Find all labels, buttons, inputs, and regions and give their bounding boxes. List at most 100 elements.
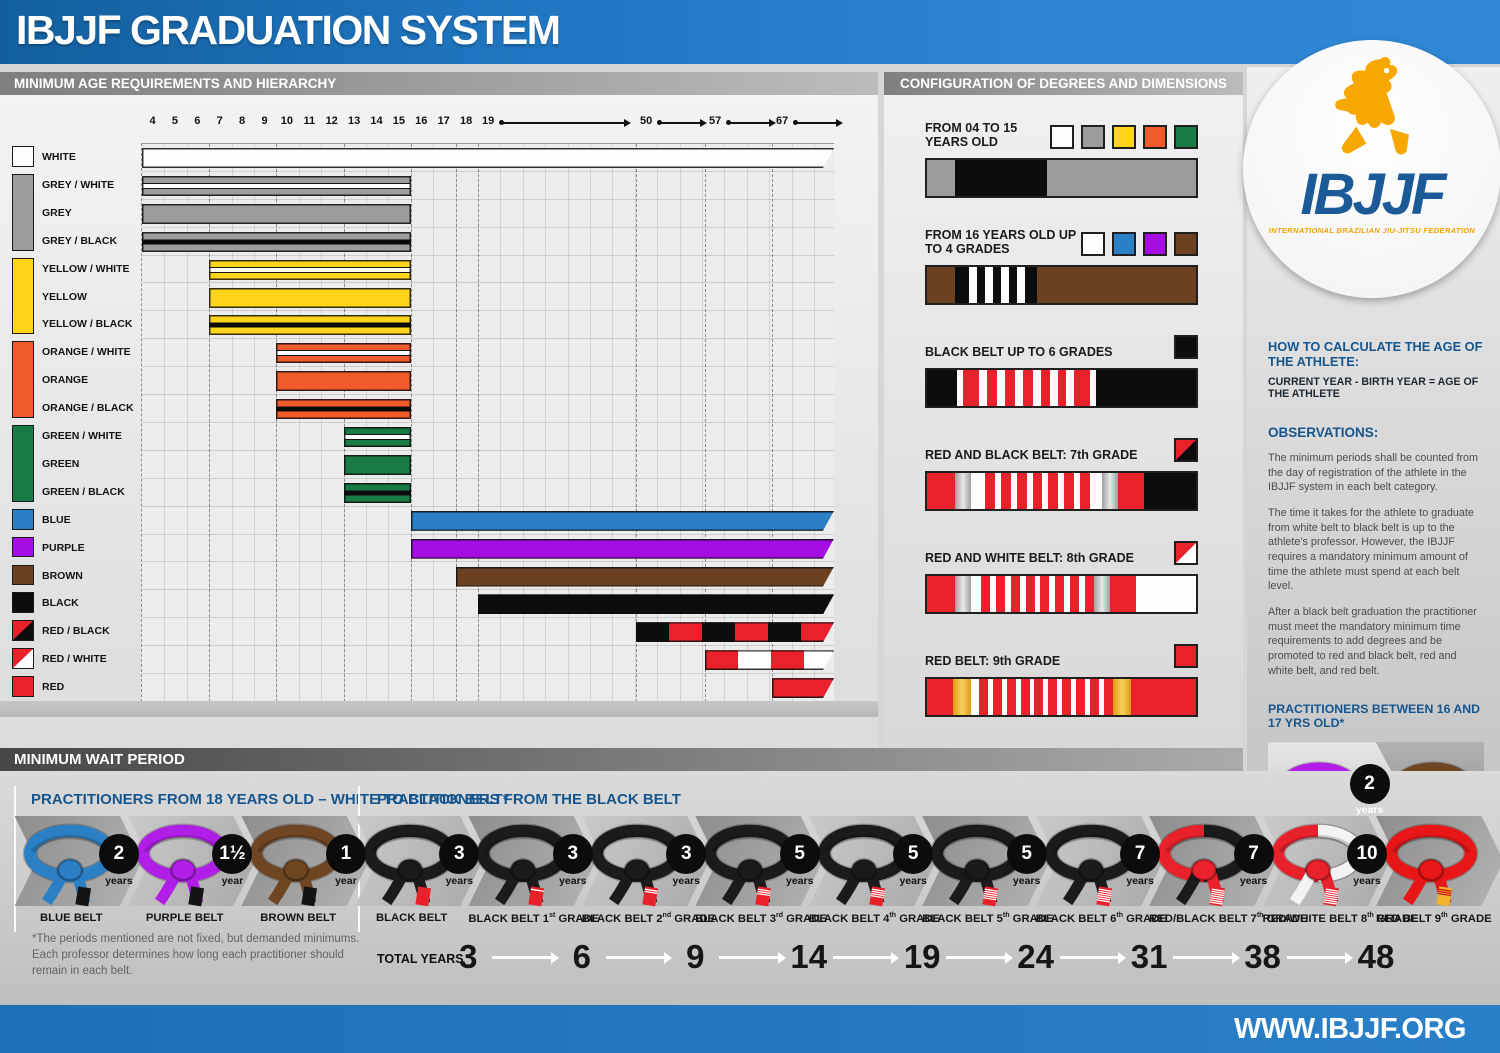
config-item-header: BLACK BELT UP TO 6 GRADES — [925, 335, 1198, 359]
belt-segment — [989, 576, 996, 612]
group1-title: PRACTITIONERS FROM 18 YEARS OLD – WHITE … — [31, 791, 509, 808]
belt-segment — [1090, 473, 1103, 509]
years-unit-label: years — [1355, 804, 1384, 817]
grid-line-dashed — [705, 144, 706, 702]
years-unit-label: years — [1012, 875, 1041, 887]
belt-segment — [980, 576, 990, 612]
belt-segment — [1049, 576, 1056, 612]
belt-segment — [1022, 370, 1033, 406]
gantt-row — [142, 563, 834, 591]
gryphon-icon — [1335, 56, 1409, 155]
grid-line — [724, 144, 726, 702]
belt-segment — [1102, 473, 1119, 509]
belt-segment — [1136, 576, 1196, 612]
belt-segment — [1062, 679, 1072, 715]
belt-segment — [1034, 576, 1041, 612]
config-item-label: RED BELT: 9th GRADE — [925, 654, 1061, 668]
grid-line — [791, 144, 793, 702]
belt-segment — [927, 267, 955, 303]
belt-segment — [1016, 473, 1027, 509]
belt-color-swatch — [12, 257, 34, 335]
yellow-belt-swatch — [1112, 125, 1136, 149]
arrow-icon — [1059, 951, 1127, 964]
years-badge: 7 — [1233, 834, 1274, 874]
belt-segment — [987, 679, 993, 715]
config-item-header: RED BELT: 9th GRADE — [925, 644, 1198, 668]
total-years-value: 6 — [572, 938, 591, 975]
belt-segment — [1094, 576, 1111, 612]
gantt-bar-red — [772, 678, 834, 698]
config-swatches — [1174, 541, 1198, 565]
gantt-row — [142, 451, 834, 479]
config-item: FROM 16 YEARS OLD UP TO 4 GRADES — [925, 228, 1198, 305]
red-belt-swatch — [1174, 644, 1198, 668]
config-item: RED AND BLACK BELT: 7th GRADE — [925, 438, 1198, 511]
belt-step-label: BLACK BELT 3rd GRADE — [695, 912, 827, 925]
website-url: WWW.IBJJF.ORG — [1234, 1013, 1466, 1045]
config-item-header: RED AND BLACK BELT: 7th GRADE — [925, 438, 1198, 462]
years-unit-label: years — [1239, 875, 1268, 887]
divider-line — [14, 786, 16, 932]
gantt-bar-red-black — [636, 622, 834, 642]
logo-wordmark: IBJJF — [1300, 162, 1447, 227]
group2-title: PRACTITIONERS FROM THE BLACK BELT — [377, 791, 681, 808]
axis-tick: 4 — [149, 115, 156, 127]
belt-segment — [1029, 679, 1035, 715]
belt-segment — [952, 679, 971, 715]
grid-line — [702, 144, 703, 702]
axis-tick: 13 — [347, 115, 361, 127]
belt-diagram — [925, 471, 1198, 511]
years-unit-label: years — [785, 875, 814, 887]
years-badge: 1 — [325, 834, 366, 874]
years-badge: 5 — [1006, 834, 1047, 874]
axis-tick: 15 — [392, 115, 406, 127]
gantt-bar-orange-white — [276, 343, 411, 364]
belt-step-label: RED BELT 9th GRADE — [1376, 912, 1492, 925]
belt-segment — [1006, 679, 1016, 715]
grid-line-dashed — [343, 144, 345, 702]
belt-segment — [1055, 576, 1065, 612]
axis-tick: 6 — [194, 115, 201, 127]
total-years-value: 14 — [790, 938, 828, 975]
belt-step-label: BLACK BELT 1st GRADE — [468, 912, 600, 925]
grid-line-dashed — [772, 144, 773, 702]
years-unit-label: years — [899, 875, 927, 887]
arrow-icon — [719, 951, 787, 964]
grid-line — [366, 144, 367, 702]
gantt-row-label: YELLOW / BLACK — [42, 318, 133, 331]
grid-line — [388, 144, 390, 702]
years-badge: 10 — [1347, 834, 1388, 874]
axis-arrow-icon — [657, 118, 707, 127]
years-unit-label: year — [221, 875, 244, 887]
gantt-row-label: YELLOW / WHITE — [42, 262, 130, 275]
gantt-row-label: ORANGE — [42, 374, 89, 387]
gantt-row-label: BROWN — [42, 569, 83, 582]
belt-segment — [1090, 370, 1097, 406]
gantt-row-label: RED — [42, 681, 65, 694]
gantt-row — [142, 535, 834, 563]
belt-segment — [1004, 370, 1015, 406]
years-badge: 3 — [552, 834, 593, 874]
config-swatches — [1050, 125, 1198, 149]
belt-segment — [1066, 370, 1075, 406]
axis-tick: 57 — [709, 115, 722, 127]
belt-segment — [927, 576, 955, 612]
total-years-value: 19 — [903, 938, 941, 975]
total-years-row: TOTAL YEARS 3 6 9 14 19 24 31 38 48 — [0, 937, 1500, 987]
observations-title: OBSERVATIONS: — [1268, 425, 1379, 440]
belt-segment — [1071, 679, 1077, 715]
belt-segment — [1090, 679, 1100, 715]
belt-segment — [1014, 370, 1023, 406]
config-item: RED BELT: 9th GRADE — [925, 644, 1198, 717]
age-gantt-chart — [141, 143, 834, 702]
belt-segment — [1113, 679, 1131, 715]
gantt-row-label: RED / WHITE — [42, 653, 107, 666]
belt-color-swatch — [12, 173, 34, 251]
axis-tick: 9 — [261, 115, 268, 127]
belt-step-label: BLUE BELT — [39, 912, 103, 924]
ibjjf-logo: IBJJF INTERNATIONAL BRAZILIAN JIU-JITSU … — [1243, 40, 1500, 298]
belt-segment — [992, 267, 1001, 303]
belt-segment — [1080, 473, 1091, 509]
grid-line — [567, 144, 569, 702]
gantt-row-label: RED / BLACK — [42, 625, 110, 638]
